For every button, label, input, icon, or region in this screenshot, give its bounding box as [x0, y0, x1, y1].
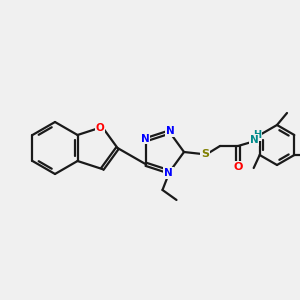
Text: H: H: [253, 130, 261, 140]
Text: N: N: [166, 126, 175, 136]
Text: O: O: [233, 162, 243, 172]
Text: S: S: [201, 149, 209, 159]
Text: N: N: [164, 168, 173, 178]
Text: O: O: [96, 123, 105, 133]
Text: N: N: [250, 135, 258, 145]
Text: N: N: [141, 134, 149, 144]
